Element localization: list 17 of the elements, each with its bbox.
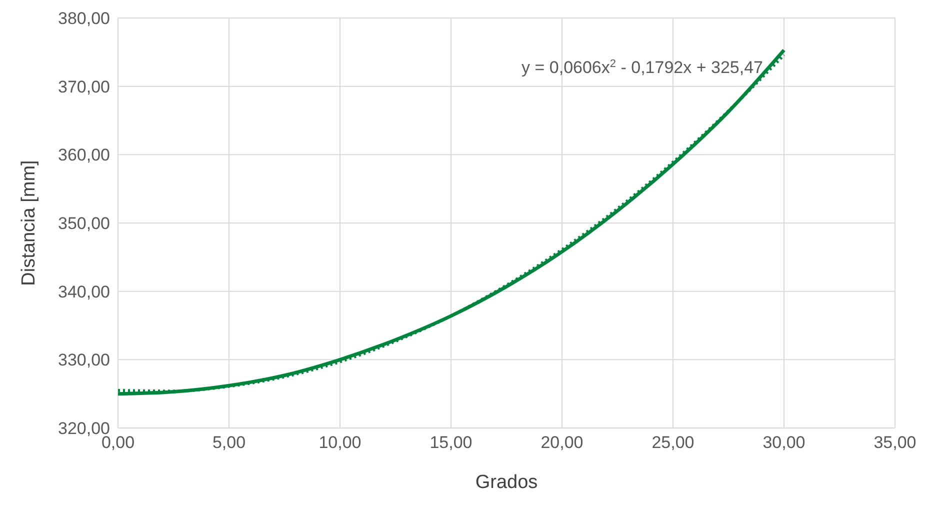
y-tick-label: 360,00 (58, 146, 110, 165)
annotation: y = 0,0606x$^{2}$ - 0,1792x + 325,47 (522, 58, 763, 77)
x-tick-label: 15,00 (430, 433, 472, 452)
x-tick-label: 20,00 (540, 433, 584, 452)
x-tick-label: 35,00 (874, 433, 916, 452)
x-tick-label: 30,00 (762, 433, 806, 452)
y-axis-title: Distancia [mm] (18, 160, 40, 286)
x-tick-label: 10,00 (318, 433, 362, 452)
y-tick-label: 370,00 (58, 77, 110, 96)
y-tick-label: 330,00 (58, 350, 110, 370)
y-tick-label: 380,00 (58, 9, 110, 28)
x-tick-label: 5,00 (212, 433, 246, 452)
x-tick-label: 25,00 (652, 433, 694, 452)
x-tick-label: 0,00 (101, 433, 135, 452)
y-tick-label: 340,00 (58, 282, 110, 302)
y-tick-label: 350,00 (58, 214, 110, 234)
x-axis-title: Grados (475, 472, 538, 493)
